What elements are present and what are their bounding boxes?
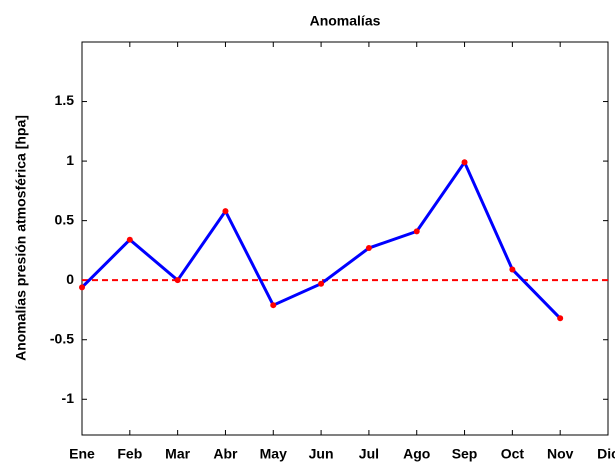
x-tick-label: Jul: [359, 446, 379, 462]
y-axis-label: Anomalías presión atmosférica [hpa]: [13, 115, 29, 361]
data-point: [174, 277, 181, 284]
x-tick-label: Sep: [452, 446, 478, 462]
data-point: [222, 208, 229, 215]
y-tick-label: 1: [66, 152, 74, 168]
x-tick-label: Ago: [403, 446, 430, 462]
x-tick-label: May: [260, 446, 287, 462]
data-point: [461, 159, 468, 166]
data-point: [413, 228, 420, 235]
data-point: [270, 302, 277, 309]
data-point: [318, 280, 325, 287]
x-tick-label: Jun: [309, 446, 334, 462]
data-point: [509, 266, 516, 273]
x-tick-label: Ene: [69, 446, 95, 462]
y-tick-label: -1: [62, 390, 75, 406]
y-tick-label: 0: [66, 271, 74, 287]
y-tick-label: -0.5: [50, 330, 74, 346]
data-point: [365, 245, 372, 252]
chart-title: Anomalías: [310, 13, 381, 29]
data-point: [557, 315, 564, 322]
plot-area: [81, 41, 609, 436]
y-tick-label: 0.5: [55, 211, 75, 227]
x-tick-label: Nov: [547, 446, 574, 462]
x-tick-label: Dic: [597, 446, 615, 462]
x-tick-label: Mar: [165, 446, 190, 462]
x-tick-label: Feb: [117, 446, 142, 462]
y-tick-label: 1.5: [55, 92, 75, 108]
x-tick-label: Abr: [213, 446, 238, 462]
x-tick-label: Oct: [501, 446, 525, 462]
data-point: [79, 284, 85, 291]
data-point: [126, 236, 133, 243]
